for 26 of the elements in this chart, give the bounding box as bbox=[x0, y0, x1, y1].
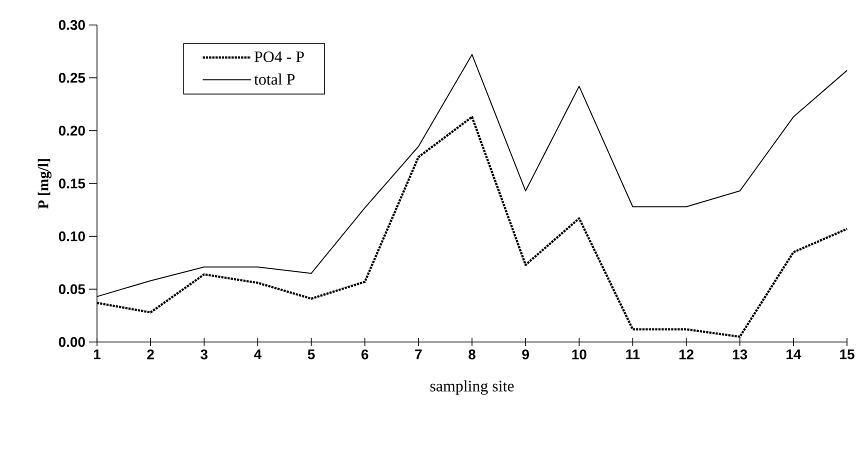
x-tick-label: 4 bbox=[254, 350, 262, 360]
legend-label: PO4 - P bbox=[254, 51, 304, 62]
y-axis-title: P [mg/l] bbox=[38, 159, 52, 209]
x-tick-label: 14 bbox=[786, 350, 802, 360]
x-tick-label: 11 bbox=[626, 350, 640, 360]
y-tick-label: 0.25 bbox=[58, 72, 86, 83]
x-tick-label: 7 bbox=[415, 350, 422, 360]
x-tick-label: 10 bbox=[572, 350, 586, 360]
x-tick-label: 13 bbox=[732, 350, 748, 360]
legend-label: total P bbox=[254, 73, 295, 85]
x-axis-title: sampling site bbox=[430, 380, 514, 395]
x-tick-label: 5 bbox=[308, 350, 315, 360]
y-tick-label: 0.20 bbox=[58, 126, 85, 136]
x-tick-label: 12 bbox=[679, 350, 694, 360]
y-tick-label: 0.15 bbox=[58, 178, 86, 188]
x-tick-label: 8 bbox=[468, 350, 476, 360]
x-tick-label: 2 bbox=[147, 350, 154, 360]
x-tick-label: 9 bbox=[522, 350, 529, 360]
x-tick-label: 6 bbox=[361, 350, 368, 360]
x-tick-label: 1 bbox=[94, 350, 100, 360]
y-tick-label: 0.05 bbox=[58, 284, 86, 294]
x-tick-label: 3 bbox=[200, 350, 208, 360]
y-tick-label: 0.10 bbox=[58, 231, 85, 242]
y-tick-label: 0.30 bbox=[58, 20, 85, 30]
y-tick-label: 0.00 bbox=[58, 337, 85, 347]
x-tick-label: 15 bbox=[840, 350, 854, 360]
